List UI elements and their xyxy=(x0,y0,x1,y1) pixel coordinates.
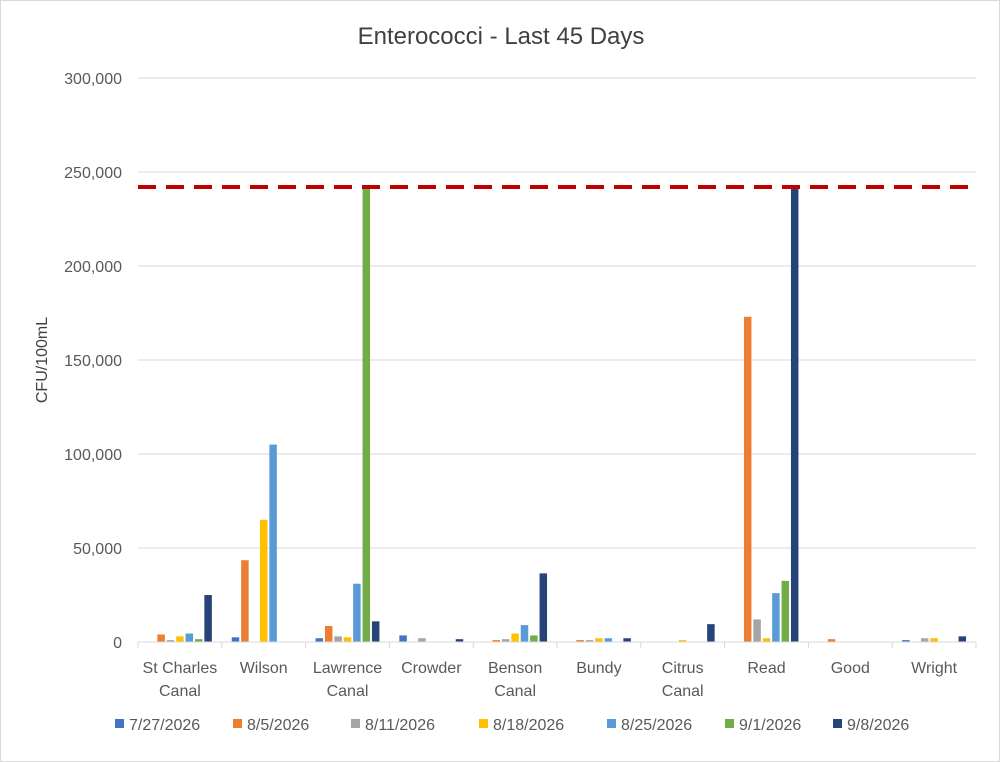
y-tick-label: 0 xyxy=(113,635,122,652)
y-tick-label: 100,000 xyxy=(64,447,122,464)
y-tick-label: 150,000 xyxy=(64,353,122,370)
y-axis-label: CFU/100mL xyxy=(34,317,51,403)
bar xyxy=(166,640,175,642)
bar xyxy=(269,444,277,642)
bar xyxy=(176,636,184,642)
x-tick-label: Good xyxy=(831,660,870,677)
x-tick-label: Bundy xyxy=(576,660,621,677)
legend-label: 8/5/2026 xyxy=(247,717,309,734)
bar xyxy=(604,638,613,642)
bar xyxy=(827,639,836,642)
legend-swatch xyxy=(233,719,242,728)
x-axis xyxy=(137,641,977,648)
legend-label: 8/11/2026 xyxy=(365,717,435,734)
legend-swatch xyxy=(725,719,734,728)
bar xyxy=(762,638,771,642)
x-tick-label: Canal xyxy=(494,683,536,700)
bar xyxy=(492,640,501,642)
bars xyxy=(157,187,967,643)
x-tick-label: Citrus xyxy=(662,660,704,677)
y-tick-label: 300,000 xyxy=(64,71,122,88)
bar xyxy=(511,633,519,642)
bar xyxy=(259,519,268,642)
bar xyxy=(576,640,584,642)
bar xyxy=(902,640,910,642)
legend-label: 7/27/2026 xyxy=(129,717,200,734)
legend-label: 9/1/2026 xyxy=(739,717,801,734)
gridlines xyxy=(138,77,976,549)
bar xyxy=(772,593,780,642)
bar xyxy=(353,583,361,642)
x-tick-label: Canal xyxy=(327,683,369,700)
x-tick-label: Lawrence xyxy=(313,660,382,677)
bar xyxy=(157,634,165,642)
bar xyxy=(324,626,333,642)
legend-swatch xyxy=(351,719,360,728)
legend-swatch xyxy=(607,719,616,728)
bar xyxy=(623,638,631,642)
bar xyxy=(455,639,464,642)
x-axis-ticks: St Charles Canal Wilson Lawrence Canal Crowde… xyxy=(143,660,958,700)
bar xyxy=(781,580,790,642)
legend-label: 9/8/2026 xyxy=(847,717,909,734)
y-axis-ticks: 0 50,000 100,000 150,000 200,000 250,000 300,0… xyxy=(64,71,122,652)
bar xyxy=(241,560,249,642)
x-tick-label: Crowder xyxy=(401,660,462,677)
y-tick-label: 50,000 xyxy=(73,541,122,558)
bar xyxy=(362,187,371,643)
bar xyxy=(343,637,352,642)
x-tick-label: Benson xyxy=(488,660,542,677)
bar xyxy=(231,637,240,642)
x-tick-label: Canal xyxy=(662,683,704,700)
x-tick-label: St Charles xyxy=(143,660,218,677)
y-tick-label: 250,000 xyxy=(64,165,122,182)
chart-title: Enterococci - Last 45 Days xyxy=(358,23,645,50)
bar xyxy=(418,638,426,642)
bar xyxy=(585,640,594,642)
bar xyxy=(678,640,687,642)
legend-label: 8/18/2026 xyxy=(493,717,564,734)
legend-swatch xyxy=(115,719,124,728)
legend: 7/27/2026 8/5/2026 8/11/2026 8/18/2026 8/25/… xyxy=(115,717,909,734)
y-tick-label: 200,000 xyxy=(64,259,122,276)
x-tick-label: Wright xyxy=(911,660,957,677)
bar xyxy=(920,638,929,642)
bar xyxy=(399,635,407,642)
bar xyxy=(520,625,529,642)
bar xyxy=(204,595,212,642)
legend-swatch xyxy=(479,719,488,728)
bar xyxy=(707,624,715,642)
bar xyxy=(185,633,194,642)
bar xyxy=(315,638,324,642)
bar xyxy=(371,621,380,642)
x-tick-label: Canal xyxy=(159,683,201,700)
bar xyxy=(501,639,510,642)
bar xyxy=(539,573,548,642)
bar xyxy=(958,636,967,642)
bar xyxy=(930,638,938,642)
bar xyxy=(743,316,752,642)
bar xyxy=(334,636,342,642)
legend-label: 8/25/2026 xyxy=(621,717,692,734)
bar xyxy=(194,639,203,642)
x-tick-label: Read xyxy=(747,660,785,677)
bar xyxy=(753,619,761,642)
bar xyxy=(530,635,538,642)
x-tick-label: Wilson xyxy=(240,660,288,677)
bar xyxy=(595,638,603,642)
legend-swatch xyxy=(833,719,842,728)
bar xyxy=(790,187,799,643)
